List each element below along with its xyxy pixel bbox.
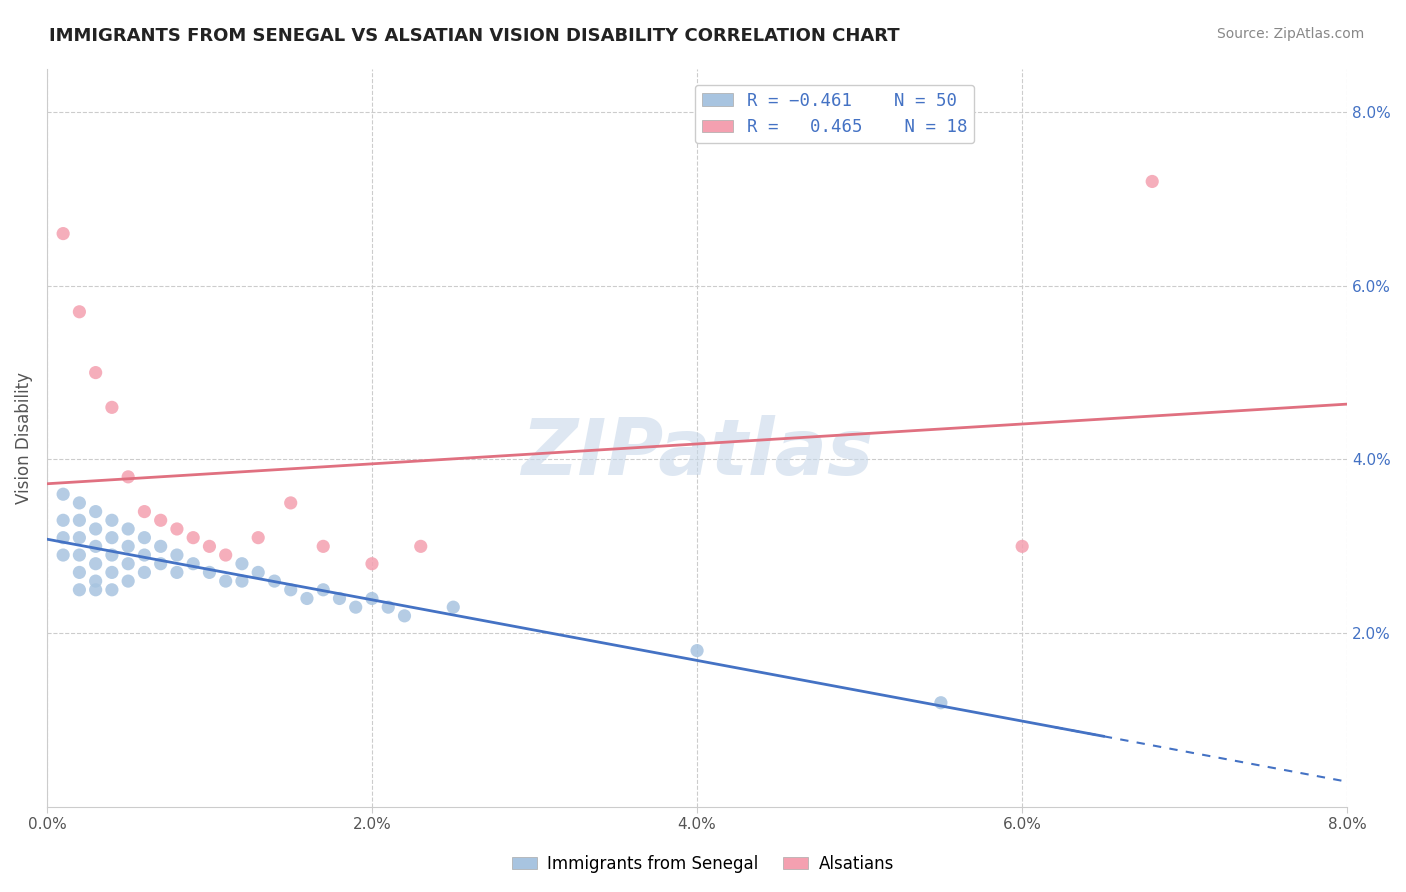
Point <box>247 566 270 580</box>
Point <box>361 557 384 571</box>
Point <box>328 591 350 606</box>
Point <box>101 531 124 545</box>
Point <box>312 539 335 553</box>
Point <box>181 531 204 545</box>
Point <box>1140 174 1163 188</box>
Point <box>52 227 75 241</box>
Point <box>84 522 107 536</box>
Point <box>84 557 107 571</box>
Point <box>117 539 139 553</box>
Point <box>52 487 75 501</box>
Point <box>409 539 432 553</box>
Point <box>1011 539 1033 553</box>
Point <box>263 574 285 588</box>
Legend: Immigrants from Senegal, Alsatians: Immigrants from Senegal, Alsatians <box>506 848 900 880</box>
Point <box>198 539 221 553</box>
Point <box>134 548 156 562</box>
Point <box>67 305 90 319</box>
Point <box>67 513 90 527</box>
Point <box>215 574 238 588</box>
Point <box>84 574 107 588</box>
Point <box>84 539 107 553</box>
Point <box>215 548 238 562</box>
Point <box>166 548 188 562</box>
Point <box>52 513 75 527</box>
Point <box>101 401 124 415</box>
Point <box>149 513 172 527</box>
Point <box>929 696 952 710</box>
Point <box>101 513 124 527</box>
Point <box>84 582 107 597</box>
Legend: R = −0.461    N = 50, R =   0.465    N = 18: R = −0.461 N = 50, R = 0.465 N = 18 <box>695 85 974 143</box>
Point <box>117 522 139 536</box>
Point <box>117 574 139 588</box>
Point <box>247 531 270 545</box>
Point <box>67 566 90 580</box>
Point <box>166 566 188 580</box>
Point <box>149 557 172 571</box>
Point <box>101 566 124 580</box>
Point <box>686 643 709 657</box>
Point <box>117 557 139 571</box>
Point <box>134 531 156 545</box>
Point <box>67 548 90 562</box>
Point <box>84 366 107 380</box>
Point <box>52 548 75 562</box>
Y-axis label: Vision Disability: Vision Disability <box>15 372 32 504</box>
Text: ZIPatlas: ZIPatlas <box>522 415 873 491</box>
Point <box>117 470 139 484</box>
Point <box>344 600 367 615</box>
Point <box>312 582 335 597</box>
Text: Source: ZipAtlas.com: Source: ZipAtlas.com <box>1216 27 1364 41</box>
Point <box>394 608 416 623</box>
Point <box>280 496 302 510</box>
Point <box>377 600 399 615</box>
Point <box>67 582 90 597</box>
Point <box>67 496 90 510</box>
Point <box>231 574 253 588</box>
Point <box>231 557 253 571</box>
Point <box>361 591 384 606</box>
Point <box>441 600 464 615</box>
Point <box>84 505 107 519</box>
Point <box>181 557 204 571</box>
Point <box>198 566 221 580</box>
Point <box>101 548 124 562</box>
Point <box>67 531 90 545</box>
Text: IMMIGRANTS FROM SENEGAL VS ALSATIAN VISION DISABILITY CORRELATION CHART: IMMIGRANTS FROM SENEGAL VS ALSATIAN VISI… <box>49 27 900 45</box>
Point <box>280 582 302 597</box>
Point <box>295 591 318 606</box>
Point <box>52 531 75 545</box>
Point <box>166 522 188 536</box>
Point <box>149 539 172 553</box>
Point <box>101 582 124 597</box>
Point <box>134 505 156 519</box>
Point <box>134 566 156 580</box>
